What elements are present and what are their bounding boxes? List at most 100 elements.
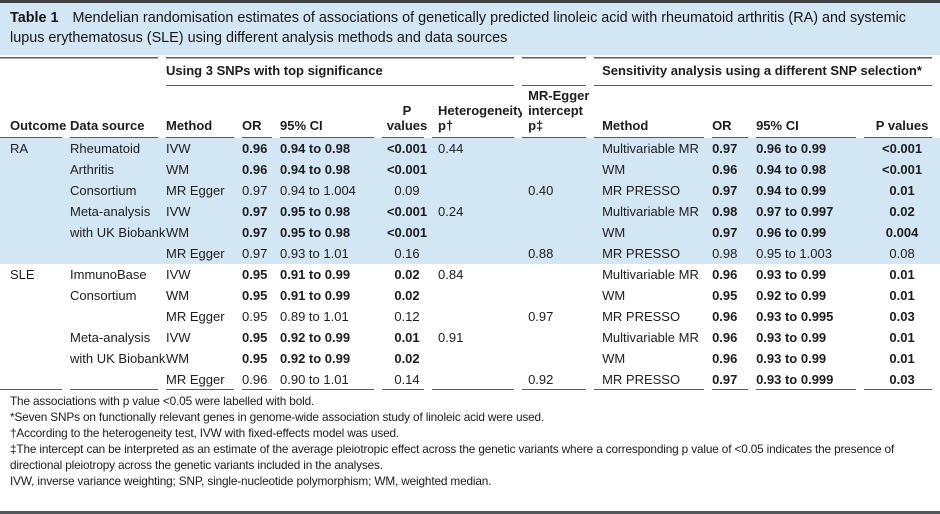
footnote-asterisk: *Seven SNPs on functionally relevant gen… — [10, 410, 545, 424]
group-header-row: Using 3 SNPs with top significance Sensi… — [0, 57, 940, 86]
cell-p: 0.09 — [382, 180, 432, 201]
cell-ci: 0.95 to 0.98 — [280, 222, 382, 243]
col-header-ci2: 95% CI — [756, 86, 865, 138]
table-row: MR Egger 0.96 0.90 to 1.01 0.14 0.92 MR … — [0, 369, 940, 390]
cell-method2: WM — [602, 288, 626, 303]
mr-estimates-table: Using 3 SNPs with top significance Sensi… — [0, 57, 940, 390]
cell-method2: Multivariable MR — [594, 201, 713, 222]
cell-het: 0.44 — [432, 138, 523, 159]
cell-ci2: 0.94 to 0.98 — [756, 159, 865, 180]
cell-or2: 0.97 — [712, 222, 757, 243]
cell-het — [432, 222, 523, 243]
col-header-p2: P values — [864, 86, 940, 138]
cell-egger: 0.92 — [522, 369, 595, 390]
cell-source: Meta-analysis with UK Biobank — [70, 327, 166, 390]
cell-ci: 0.94 to 0.98 — [280, 138, 382, 159]
cell-p: 0.02 — [394, 351, 420, 366]
column-header-row: Outcome Data source Method OR 95% CI P v… — [0, 86, 940, 138]
footnotes: The associations with p value <0.05 were… — [0, 390, 940, 511]
cell-ci: 0.91 to 0.99 — [280, 267, 351, 282]
cell-p2: 0.004 — [864, 222, 940, 243]
cell-method2: Multivariable MR — [602, 267, 699, 282]
cell-ci2: 0.95 to 1.003 — [756, 243, 865, 264]
cell-method2: MR PRESSO — [602, 309, 681, 324]
table-row: Meta-analysis with UK Biobank IVW 0.95 0… — [0, 327, 940, 390]
cell-het — [432, 348, 522, 369]
cell-or: 0.97 — [242, 243, 280, 264]
table-row: RA Rheumatoid Arthritis Consortium IVW 0… — [0, 138, 940, 264]
cell-p: 0.12 — [394, 309, 420, 324]
cell-egger — [522, 285, 594, 306]
cell-egger — [522, 138, 595, 159]
cell-ci: 0.94 to 1.004 — [280, 180, 382, 201]
cell-method2: WM — [602, 351, 626, 366]
cell-ci2: 0.93 to 0.99 — [756, 330, 827, 345]
table-row: MR Egger 0.97 0.94 to 1.004 0.09 0.40 MR… — [0, 180, 940, 201]
cell-egger — [522, 264, 594, 285]
col-header-p: P values — [382, 86, 432, 138]
cell-p: 0.14 — [382, 369, 432, 390]
cell-source: Rheumatoid Arthritis Consortium — [70, 138, 166, 201]
cell-or2: 0.96 — [712, 351, 738, 366]
cell-ci: 0.92 to 0.99 — [280, 330, 351, 345]
cell-p2: 0.01 — [889, 267, 915, 282]
cell-het: 0.91 — [438, 330, 464, 345]
cell-method2: MR PRESSO — [594, 369, 713, 390]
cell-outcome: SLE — [0, 264, 70, 390]
cell-p2: 0.01 — [864, 180, 940, 201]
cell-method: WM — [166, 222, 242, 243]
cell-het: 0.84 — [438, 267, 464, 282]
group-header-right: Sensitivity analysis using a different S… — [594, 57, 940, 86]
cell-method2: WM — [594, 222, 713, 243]
cell-p2: 0.03 — [864, 369, 940, 390]
table-row: Meta-analysis with UK Biobank IVW 0.97 0… — [0, 201, 940, 264]
group-header-egger-spacer — [522, 57, 595, 86]
cell-ci: 0.95 to 0.98 — [280, 201, 382, 222]
cell-ci2: 0.96 to 0.99 — [756, 138, 865, 159]
col-header-egger: MR-Egger intercept p‡ — [522, 86, 595, 138]
cell-p: 0.01 — [394, 330, 420, 345]
cell-method2: MR PRESSO — [594, 243, 713, 264]
cell-p2: <0.001 — [864, 159, 940, 180]
cell-p2: 0.01 — [889, 330, 915, 345]
cell-p: <0.001 — [382, 201, 432, 222]
cell-het — [432, 306, 522, 327]
cell-or: 0.96 — [242, 369, 280, 390]
cell-p2: 0.03 — [889, 309, 915, 324]
cell-ci2: 0.93 to 0.999 — [756, 369, 865, 390]
cell-p2: 0.01 — [889, 351, 915, 366]
cell-het — [432, 243, 523, 264]
table-caption-text: Mendelian randomisation estimates of ass… — [10, 10, 906, 46]
cell-method: WM — [166, 288, 190, 303]
col-header-method2: Method — [594, 86, 713, 138]
col-header-or: OR — [242, 86, 280, 138]
cell-egger — [522, 159, 595, 180]
cell-or2: 0.98 — [712, 201, 757, 222]
cell-method: WM — [166, 351, 190, 366]
col-header-source: Data source — [70, 86, 166, 138]
cell-method2: MR PRESSO — [594, 180, 713, 201]
cell-or2: 0.96 — [712, 330, 738, 345]
col-header-or2: OR — [712, 86, 757, 138]
cell-method: MR Egger — [166, 243, 242, 264]
cell-ci: 0.94 to 0.98 — [280, 159, 382, 180]
cell-ci: 0.90 to 1.01 — [280, 369, 382, 390]
cell-method: IVW — [166, 267, 191, 282]
cell-or2: 0.96 — [712, 309, 738, 324]
cell-egger: 0.88 — [522, 243, 595, 264]
group-header-spacer — [0, 57, 166, 86]
cell-source: Meta-analysis with UK Biobank — [70, 201, 166, 264]
table-row: SLE ImmunoBase Consortium IVW 0.95 0.91 … — [0, 264, 940, 390]
cell-het — [432, 180, 523, 201]
cell-p2: <0.001 — [864, 138, 940, 159]
cell-or: 0.95 — [242, 330, 268, 345]
cell-egger: 0.97 — [528, 309, 554, 324]
cell-method: MR Egger — [166, 369, 242, 390]
cell-or: 0.95 — [242, 309, 268, 324]
cell-het: 0.24 — [432, 201, 523, 222]
cell-method2: Multivariable MR — [594, 138, 713, 159]
cell-or: 0.97 — [242, 180, 280, 201]
footnote-dagger: †According to the heterogeneity test, IV… — [10, 426, 400, 440]
cell-or2: 0.97 — [712, 180, 757, 201]
cell-het — [432, 369, 523, 390]
